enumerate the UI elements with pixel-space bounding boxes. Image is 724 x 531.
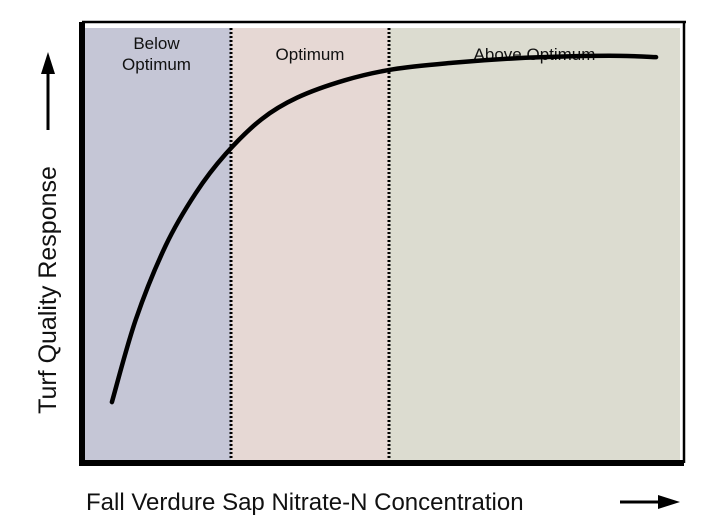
- response-curve: [109, 53, 659, 405]
- y-axis-arrow-icon: [41, 52, 55, 74]
- zone-1-background: [82, 28, 231, 463]
- x-axis-arrow-icon: [658, 495, 680, 509]
- zone-1-label-line-1: Below: [133, 34, 180, 53]
- zone-1-label-line-2: Optimum: [122, 55, 191, 74]
- y-axis-label: Turf Quality Response: [34, 166, 62, 414]
- zone-2-background: [231, 28, 389, 463]
- zone-2-label-line-1: Optimum: [276, 45, 345, 64]
- x-axis-label: Fall Verdure Sap Nitrate-N Concentration: [86, 489, 524, 516]
- zone-3-background: [389, 28, 680, 463]
